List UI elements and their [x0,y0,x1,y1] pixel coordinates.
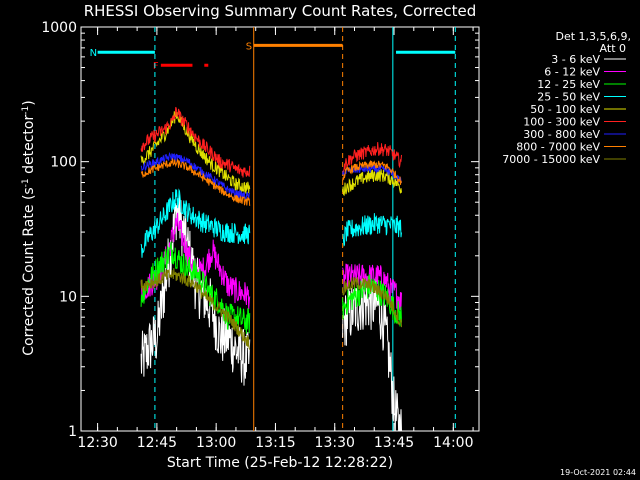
y-axis-label-sup1: -1 [21,178,31,187]
legend-header-line2: Att 0 [600,42,626,55]
x-axis-label: Start Time (25-Feb-12 12:28:22) [167,455,393,471]
flag-bars: N F S [90,41,456,72]
legend-label: 50 - 100 keV [530,103,600,116]
y-axis-label-end: ) [21,100,37,105]
legend-header-line1: Det 1,3,5,6,9, [555,30,631,43]
series-line [140,268,251,350]
series-line [342,169,402,197]
legend-label: 800 - 7000 keV [516,141,600,154]
y-axis-label-mid: detector [21,115,37,179]
y-axis-label-sup2: -1 [21,106,31,115]
series-line [140,157,251,206]
y-tick-label: 1 [68,424,77,440]
flag-label: S [246,41,252,52]
flag-label: N [90,48,97,59]
flag-label: F [153,61,159,72]
plot-frame [80,26,480,432]
x-tick-label: 13:45 [374,435,414,451]
y-tick-label: 10 [59,289,77,305]
series-line [140,241,251,334]
x-tick-label: 14:00 [433,435,473,451]
legend-label: 7000 - 15000 keV [502,153,600,166]
x-axis-ticks: 12:30 12:45 13:00 13:15 13:30 13:45 14:00 [77,27,474,451]
x-tick-label: 13:30 [315,435,355,451]
series-line [342,263,402,311]
series-line [140,111,251,194]
y-axis-label-main: Corrected Count Rate (s [21,187,37,355]
y-tick-label: 100 [50,155,77,171]
legend-label: 6 - 12 keV [544,66,600,79]
x-tick-label: 12:30 [77,435,117,451]
series-lines [140,106,402,432]
chart-title: RHESSI Observing Summary Count Rates, Co… [84,2,477,20]
y-axis-ticks: 1 10 100 1000 [41,20,479,440]
series-line [342,142,402,174]
x-tick-label: 13:00 [196,435,236,451]
series-line [140,106,251,178]
y-tick-label: 1000 [41,20,77,36]
footer-date: 19-Oct-2021 02:44 [560,468,636,477]
legend-label: 3 - 6 keV [551,53,600,66]
legend-label: 12 - 25 keV [537,78,600,91]
y-axis-label: Corrected Count Rate (s-1 detector-1) [21,100,37,355]
series-line [342,213,402,247]
series-line [342,276,402,328]
series-line [342,160,402,185]
x-tick-label: 12:45 [137,435,177,451]
legend-label: 300 - 800 keV [523,128,600,141]
legend-label: 100 - 300 keV [523,116,600,129]
legend-label: 25 - 50 keV [537,91,600,104]
series-line [140,188,251,258]
x-tick-label: 13:15 [255,435,295,451]
plot-area: NFS 12:30 12:45 13:00 13:15 13:30 13:45 14:00 … [41,20,480,451]
series-line [140,191,251,386]
